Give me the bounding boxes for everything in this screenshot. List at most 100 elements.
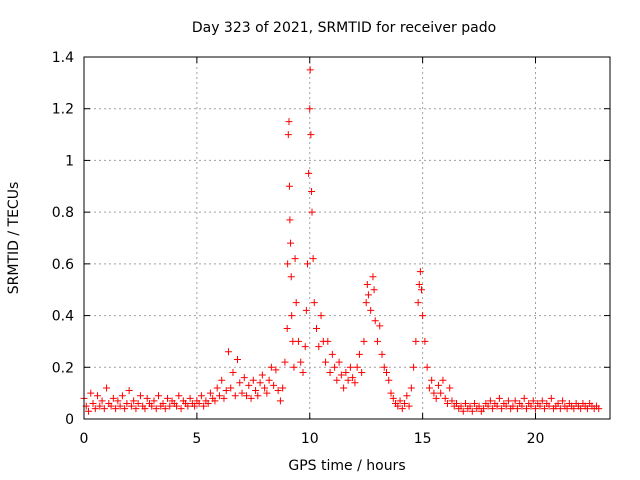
data-point	[417, 286, 425, 294]
data-point	[428, 376, 436, 384]
data-point	[498, 405, 506, 413]
data-point	[556, 405, 564, 413]
data-point	[522, 405, 530, 413]
data-point	[513, 405, 521, 413]
data-point	[98, 397, 106, 405]
data-point	[292, 299, 300, 307]
data-point	[355, 350, 363, 358]
data-point	[286, 216, 294, 224]
data-point	[349, 374, 357, 382]
data-point	[385, 376, 393, 384]
data-point	[220, 394, 228, 402]
data-point	[229, 368, 237, 376]
data-point	[238, 389, 246, 397]
data-point	[380, 363, 388, 371]
y-tick-label: 1.4	[52, 50, 74, 66]
data-point	[222, 387, 230, 395]
data-point	[373, 337, 381, 345]
data-point	[415, 281, 423, 289]
data-point	[85, 407, 93, 415]
data-point	[114, 397, 122, 405]
data-point	[152, 405, 160, 413]
data-point	[405, 402, 413, 410]
data-point	[448, 397, 456, 405]
data-point	[337, 371, 345, 379]
data-point	[258, 371, 266, 379]
data-point	[154, 392, 162, 400]
data-point	[529, 397, 537, 405]
data-point	[554, 399, 562, 407]
data-point	[288, 312, 296, 320]
data-point	[267, 363, 275, 371]
data-point	[370, 286, 378, 294]
data-point	[396, 397, 404, 405]
data-point	[577, 405, 585, 413]
data-point	[100, 405, 108, 413]
y-tick-label: 0.2	[52, 360, 74, 376]
grid-lines	[84, 57, 610, 419]
data-point	[493, 402, 501, 410]
data-point	[96, 402, 104, 410]
data-point	[148, 402, 156, 410]
data-point	[141, 405, 149, 413]
y-tick-label: 1	[65, 153, 74, 169]
data-point	[287, 239, 295, 247]
data-point	[184, 402, 192, 410]
y-tick-label: 1.2	[52, 102, 74, 118]
data-point	[118, 392, 126, 400]
data-point	[218, 376, 226, 384]
data-point	[254, 392, 262, 400]
data-point	[231, 392, 239, 400]
data-point	[236, 379, 244, 387]
data-point	[333, 376, 341, 384]
data-point	[121, 405, 129, 413]
data-point	[416, 268, 424, 276]
data-point	[511, 397, 519, 405]
y-tick-label: 0.6	[52, 257, 74, 273]
data-point	[310, 299, 318, 307]
data-point	[87, 389, 95, 397]
data-point	[270, 381, 278, 389]
data-point	[360, 337, 368, 345]
data-point	[443, 399, 451, 407]
data-point	[290, 363, 298, 371]
data-point	[291, 255, 299, 263]
data-point	[423, 363, 431, 371]
data-point	[308, 187, 316, 195]
data-point	[407, 384, 415, 392]
data-point	[161, 405, 169, 413]
data-point	[175, 392, 183, 400]
data-point	[186, 394, 194, 402]
data-point	[559, 397, 567, 405]
x-axis-label: GPS time / hours	[288, 458, 405, 474]
data-point	[276, 397, 284, 405]
data-point	[414, 299, 422, 307]
data-point	[439, 376, 447, 384]
data-point	[538, 397, 546, 405]
data-point	[116, 402, 124, 410]
data-point	[398, 405, 406, 413]
data-point	[326, 368, 334, 376]
data-point	[283, 325, 291, 332]
y-tick-labels: 0 0.2 0.4 0.6 0.8 1 1.2 1.4	[52, 50, 74, 428]
data-point	[200, 402, 208, 410]
data-point	[103, 384, 111, 392]
data-point	[536, 402, 544, 410]
data-point	[489, 405, 497, 413]
data-point	[213, 384, 221, 392]
data-point	[132, 405, 140, 413]
data-point	[389, 394, 397, 402]
data-point	[441, 394, 449, 402]
data-point	[541, 405, 549, 413]
data-point	[261, 384, 269, 392]
data-point	[284, 131, 292, 139]
data-point	[421, 337, 429, 345]
data-point	[545, 402, 553, 410]
chart-title: Day 323 of 2021, SRMTID for receiver pad…	[192, 20, 496, 36]
data-point	[364, 291, 372, 299]
data-point	[457, 402, 465, 410]
data-point	[195, 399, 203, 407]
data-point	[150, 397, 158, 405]
data-point	[403, 392, 411, 400]
data-point	[425, 384, 433, 392]
